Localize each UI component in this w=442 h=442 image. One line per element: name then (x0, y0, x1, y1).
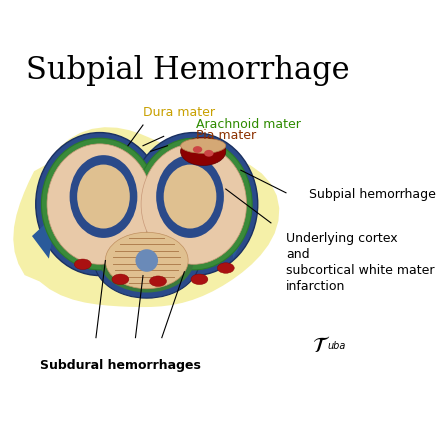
Text: uba: uba (328, 341, 346, 351)
Ellipse shape (77, 164, 130, 229)
Ellipse shape (100, 229, 194, 293)
Ellipse shape (193, 146, 202, 153)
Ellipse shape (204, 150, 213, 156)
Text: Dura mater: Dura mater (143, 107, 215, 119)
Text: Subpial Hemorrhage: Subpial Hemorrhage (27, 55, 350, 87)
Ellipse shape (130, 133, 258, 275)
Ellipse shape (36, 133, 164, 275)
Ellipse shape (191, 274, 208, 285)
Ellipse shape (94, 223, 199, 298)
Text: Underlying cortex
and
subcortical white mater
infarction: Underlying cortex and subcortical white … (286, 232, 434, 293)
Ellipse shape (181, 137, 226, 165)
Ellipse shape (181, 138, 226, 153)
Ellipse shape (135, 249, 158, 272)
Polygon shape (13, 127, 279, 307)
Text: Pia mater: Pia mater (196, 129, 256, 142)
Text: Arachnoid mater: Arachnoid mater (196, 118, 301, 131)
Polygon shape (226, 213, 244, 259)
Ellipse shape (112, 274, 129, 285)
Text: $\mathcal{T}$: $\mathcal{T}$ (312, 336, 331, 356)
Ellipse shape (217, 263, 234, 273)
Ellipse shape (105, 232, 188, 289)
Ellipse shape (74, 259, 91, 270)
Polygon shape (32, 213, 57, 259)
Ellipse shape (156, 155, 224, 238)
Ellipse shape (164, 164, 217, 229)
Ellipse shape (69, 155, 137, 238)
Text: Subpial hemorrhage: Subpial hemorrhage (309, 188, 435, 201)
Ellipse shape (47, 144, 152, 264)
Ellipse shape (42, 138, 158, 270)
Ellipse shape (149, 276, 167, 286)
Ellipse shape (135, 138, 252, 270)
Ellipse shape (90, 219, 203, 302)
Ellipse shape (141, 144, 247, 264)
Text: Subdural hemorrhages: Subdural hemorrhages (40, 358, 201, 372)
